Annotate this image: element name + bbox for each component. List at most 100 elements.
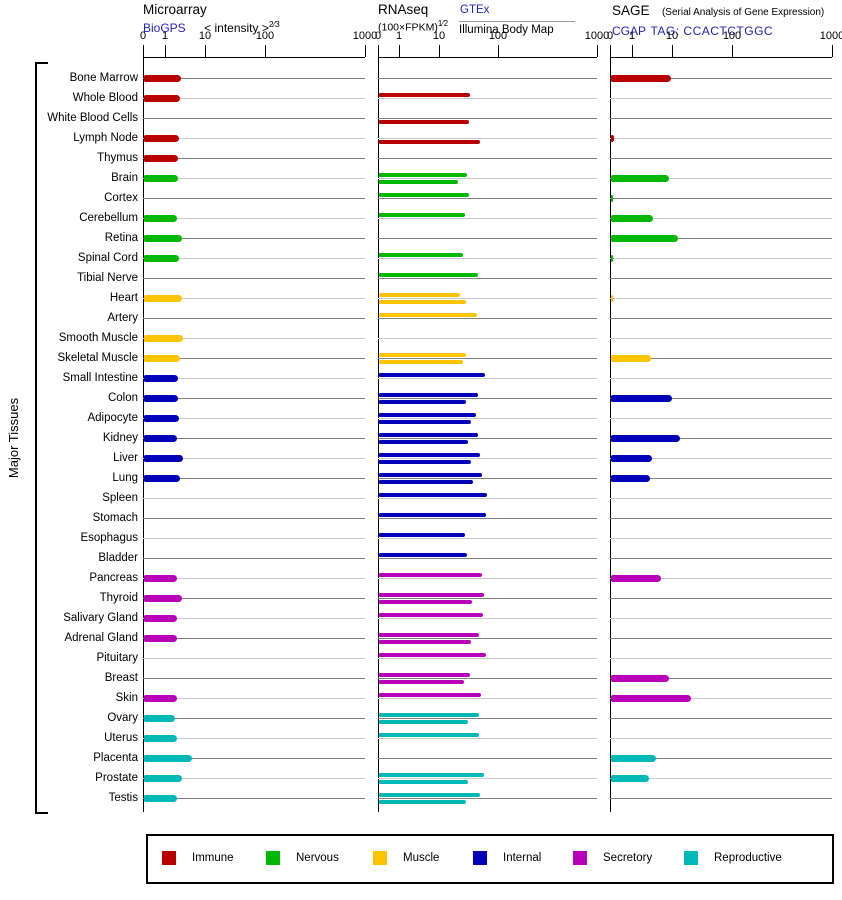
biogps-link[interactable]: BioGPS [143,21,186,35]
rnaseq-tick-label: 1 [395,30,403,42]
sage-row-baseline [610,658,832,659]
microarray-row-baseline [143,78,365,79]
tissue-label-pancreas: Pancreas [89,572,138,584]
gtex-link[interactable]: GTEx [460,4,490,16]
rnaseq-row-baseline [378,498,597,499]
microarray-row-baseline [143,138,365,139]
microarray-header: Microarray BioGPS < intensity >2⁄3 [143,2,280,37]
microarray-bar-brain [144,175,178,182]
rnaseq-gtex-bar-heart [379,293,460,297]
tissue-label-lymph-node: Lymph Node [73,132,138,144]
legend-swatch-immune [162,851,176,865]
microarray-row-baseline [143,338,365,339]
microarray-row-baseline [143,358,365,359]
microarray-scale: < intensity >2⁄3 [204,19,280,35]
microarray-bar-testis [144,795,177,802]
tissue-label-prostate: Prostate [95,772,138,784]
rnaseq-tick [498,45,499,57]
tissue-label-cortex: Cortex [104,192,138,204]
rnaseq-gtex-bar-adipocyte [379,413,476,417]
rnaseq-tick-label: 10 [432,30,446,42]
microarray-tick [165,45,166,57]
legend-swatch-secretory [573,851,587,865]
microarray-bar-skeletal-muscle [144,355,180,362]
rnaseq-illumina-bar-heart [379,300,466,304]
rnaseq-row-baseline [378,538,597,539]
microarray-row-baseline [143,678,365,679]
tissue-label-brain: Brain [111,172,138,184]
sage-bar-kidney [611,435,680,442]
tissue-label-thymus: Thymus [97,152,138,164]
legend [146,834,834,884]
tissue-label-esophagus: Esophagus [80,532,138,544]
sage-bar-bone-marrow [611,75,671,82]
rnaseq-row-baseline [378,678,597,679]
microarray-bar-liver [144,455,183,462]
sage-row-baseline [610,238,832,239]
legend-label-secretory: Secretory [603,852,653,864]
sage-bar-breast [611,675,669,682]
sage-bar-lung [611,475,650,482]
tissue-label-liver: Liver [113,452,138,464]
sage-row-baseline [610,778,832,779]
rnaseq-row-baseline [378,778,597,779]
sage-tick-label: 0 [606,30,614,42]
rnaseq-gtex-bar-pituitary [379,653,486,657]
rnaseq-row-baseline [378,578,597,579]
sage-row-baseline [610,398,832,399]
tissue-label-small-intestine: Small Intestine [62,372,138,384]
sage-row-baseline [610,378,832,379]
tissue-label-colon: Colon [107,392,138,404]
tissue-label-cerebellum: Cerebellum [79,212,138,224]
sage-row-baseline [610,418,832,419]
major-tissues-label: Major Tissues [6,397,21,479]
rnaseq-row-baseline [378,278,597,279]
rnaseq-illumina-bar-adipocyte [379,420,471,424]
microarray-bar-smooth-muscle [144,335,183,342]
rnaseq-gtex-bar-testis [379,793,480,797]
rnaseq-row-baseline [378,378,597,379]
rnaseq-tick [399,45,400,57]
sage-bar-cerebellum [611,215,653,222]
rnaseq-row-baseline [378,658,597,659]
rnaseq-row-baseline [378,158,597,159]
rnaseq-tick-label: 0 [374,30,382,42]
microarray-bar-thymus [144,155,178,162]
rnaseq-row-baseline [378,138,597,139]
rnaseq-gtex-bar-skin [379,693,481,697]
sage-tick-label: 10 [665,30,679,42]
tissue-label-skin: Skin [115,692,138,704]
microarray-row-baseline [143,778,365,779]
rnaseq-row-baseline [378,98,597,99]
microarray-bar-colon [144,395,178,402]
sage-row-baseline [610,698,832,699]
rnaseq-gtex-bar-spleen [379,493,487,497]
microarray-bar-adrenal-gland [144,635,177,642]
microarray-row-baseline [143,198,365,199]
tissue-bracket-bottom [35,812,48,814]
rnaseq-row-baseline [378,438,597,439]
tissue-label-spinal-cord: Spinal Cord [77,252,138,264]
sage-tick-label: 100 [722,30,742,42]
legend-label-immune: Immune [192,852,234,864]
rnaseq-row-baseline [378,638,597,639]
tissue-label-pituitary: Pituitary [96,652,138,664]
microarray-row-baseline [143,258,365,259]
sage-axis-vertical [610,57,611,812]
rnaseq-title: RNAseq [378,2,429,17]
sage-bar-heart [611,295,613,302]
sage-row-baseline [610,718,832,719]
microarray-row-baseline [143,278,365,279]
tissue-label-salivary-gland: Salivary Gland [63,612,138,624]
rnaseq-gtex-bar-tibial-nerve [379,273,478,277]
cgap-link[interactable]: CGAP [612,24,647,38]
microarray-row-baseline [143,538,365,539]
sage-row-baseline [610,158,832,159]
microarray-tick-label: 1000 [352,30,378,42]
rnaseq-illumina-bar-white-blood-cells [379,120,469,124]
sage-row-baseline [610,618,832,619]
rnaseq-illumina-bar-kidney [379,440,468,444]
legend-label-internal: Internal [503,852,542,864]
sage-bar-lymph-node [611,135,614,142]
legend-swatch-nervous [266,851,280,865]
